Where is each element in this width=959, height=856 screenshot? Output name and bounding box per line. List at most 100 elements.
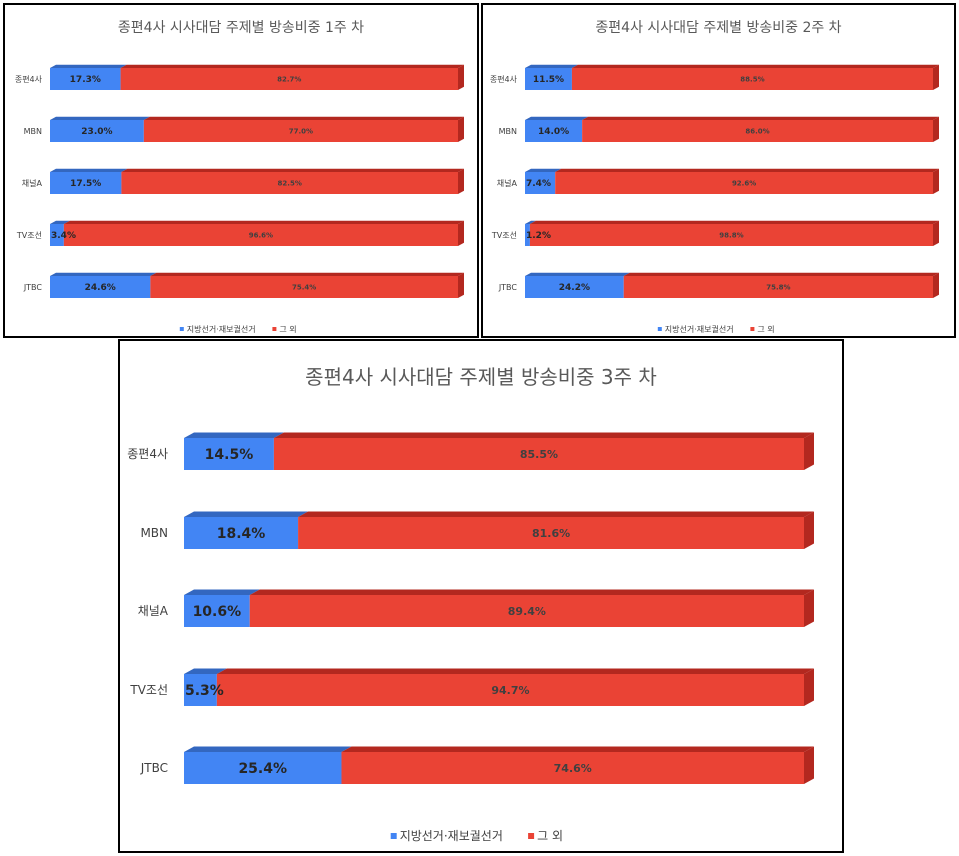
category-label: 종편4사 [490,74,518,84]
legend-label-series-b: 그 외 [757,324,774,334]
bar-top-series-b [150,272,465,276]
data-label-series-a: 5.3% [185,683,224,699]
bar-top-series-a [184,432,284,438]
bar-top-series-b [121,168,465,172]
bar-top-series-b [555,168,939,172]
data-label-series-a: 17.5% [70,179,101,189]
bar-series-b [273,438,804,470]
data-label-series-b: 89.4% [508,605,546,618]
bar-top-series-b [623,272,939,276]
bar-top-series-b [273,432,814,438]
bar-side-face [933,272,939,298]
bar-side-face [458,220,464,246]
data-label-series-b: 81.6% [532,527,570,540]
data-label-series-a: 10.6% [193,604,242,620]
data-label-series-a: 7.4% [526,179,551,189]
bar-series-a [184,517,299,549]
data-label-series-a: 24.2% [559,283,590,293]
data-label-series-b: 82.7% [277,76,301,84]
bar-series-b [63,224,458,246]
bar-side-face [933,116,939,142]
bar-series-a [50,224,64,246]
bar-series-a [525,120,583,142]
category-label: 채널A [22,178,43,188]
bar-series-b [143,120,458,142]
data-label-series-a: 24.6% [85,283,116,293]
bar-top-series-a [50,116,150,120]
data-label-series-b: 75.4% [292,284,316,292]
data-label-series-a: 11.5% [533,75,564,85]
bar-side-face [458,116,464,142]
data-label-series-b: 74.6% [554,762,592,775]
bar-series-b [121,172,459,194]
bar-top-series-b [341,746,814,752]
category-label: MBN [499,127,517,136]
bar-series-a [50,120,144,142]
data-label-series-b: 75.8% [766,284,790,292]
legend-label-series-b: 그 외 [537,829,563,843]
data-label-series-a: 14.5% [205,447,254,463]
bar-top-series-b [120,64,465,68]
bar-top-series-a [184,589,260,595]
data-label-series-b: 88.5% [740,76,764,84]
category-label: 종편4사 [127,447,168,461]
bar-top-series-a [525,272,630,276]
bar-top-series-b [582,116,939,120]
bar-top-series-a [184,668,227,674]
category-label: JTBC [140,761,168,775]
chart-legend: 지방선거·재보궐선거 그 외 [390,829,563,843]
bar-side-face [804,746,814,784]
bar-side-face [804,511,814,549]
bar-series-b [571,68,933,90]
data-label-series-b: 77.0% [289,128,313,136]
bar-series-b [120,68,459,90]
bar-top-series-b [63,220,464,224]
data-label-series-b: 98.8% [719,232,743,240]
bar-side-face [804,668,814,706]
chart-title: 종편4사 시사대담 주제별 방송비중 2주 차 [595,20,841,36]
bar-series-a [525,172,556,194]
bar-top-series-a [525,64,578,68]
bar-top-series-b [298,511,814,517]
legend-label-series-a: 지방선거·재보궐선거 [665,324,734,334]
data-label-series-b: 85.5% [520,448,558,461]
bar-series-b [150,276,459,298]
bar-top-series-b [143,116,464,120]
category-label: MBN [24,127,42,136]
bar-top-series-a [184,511,309,517]
category-label: JTBC [23,283,43,292]
bar-series-b [341,752,804,784]
bar-series-b [555,172,933,194]
bar-series-a [184,752,342,784]
bar-series-a [184,595,250,627]
legend-swatch-series-a [179,327,184,331]
bar-top-series-b [571,64,939,68]
chart-title: 종편4사 시사대담 주제별 방송비중 1주 차 [118,20,364,36]
bar-top-series-a [50,168,128,172]
bar-side-face [933,64,939,90]
bar-series-a [525,276,624,298]
bar-top-series-a [184,746,352,752]
bar-side-face [458,272,464,298]
category-label: TV조선 [129,683,168,697]
data-label-series-b: 96.6% [249,232,273,240]
category-label: MBN [140,526,168,540]
bar-top-series-a [50,64,127,68]
bar-series-a [50,276,151,298]
chart-legend: 지방선거·재보궐선거 그 외 [657,324,775,334]
bar-top-series-b [216,668,815,674]
chart-panel-week1: 종편4사 시사대담 주제별 방송비중 1주 차 종편4사 17.3% 82.7% MBN… [3,3,479,338]
bar-top-series-a [50,272,157,276]
bar-series-b [249,595,805,627]
bar-side-face [458,64,464,90]
data-label-series-a: 1.2% [526,231,551,241]
category-label: 채널A [138,604,169,618]
bar-series-a [184,674,217,706]
bar-top-series-a [525,220,536,224]
bar-series-b [529,224,933,246]
bar-side-face [804,589,814,627]
legend-swatch-series-b [528,833,535,839]
